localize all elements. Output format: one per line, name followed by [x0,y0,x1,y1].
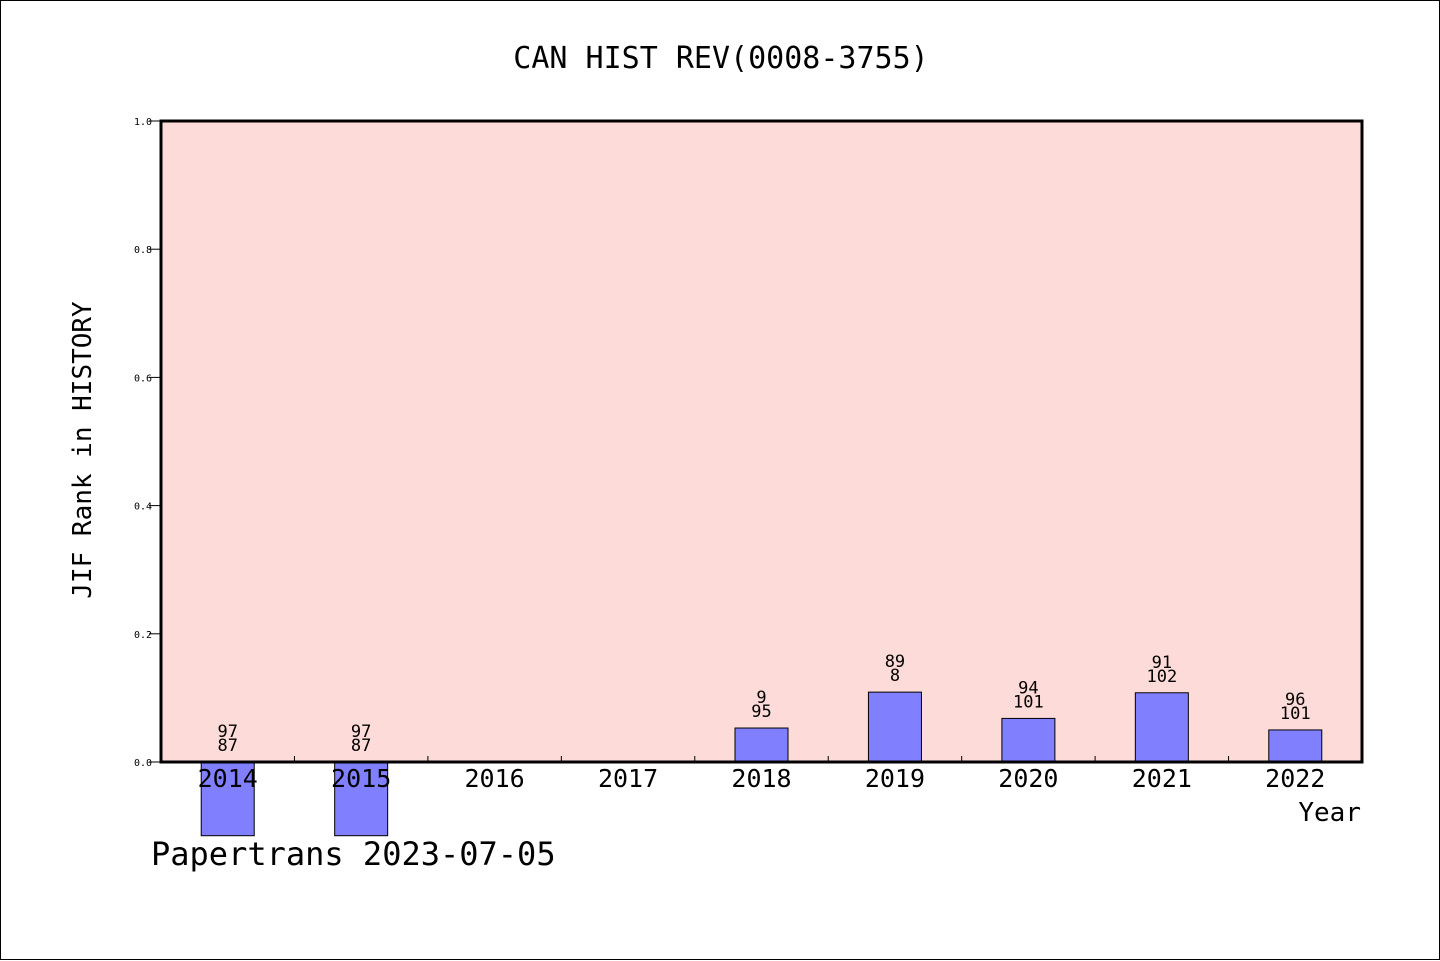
bar-label-rank: 97 [351,722,371,742]
bar-label-total: 95 [751,702,771,722]
bar-2019 [867,691,922,763]
y-tick-label: 0.0 [134,758,152,769]
bar-label-total: 101 [1013,692,1044,712]
x-tick-label: 2014 [198,764,258,793]
x-axis-label: Year [1298,798,1361,828]
x-tick-label: 2016 [465,764,525,793]
y-tick-label: 1.0 [134,117,152,128]
plot-border [159,119,1364,764]
y-tick-label: 0.6 [134,373,152,384]
x-tick-label: 2019 [865,764,925,793]
y-tick-label: 0.4 [134,502,152,513]
bar-2021 [1134,692,1189,763]
x-tick-label: 2021 [1132,764,1192,793]
bar-label-rank: 91 [1152,653,1172,673]
x-tick-label: 2017 [598,764,658,793]
x-axis: 2014 2015 2016 2017 2018 2019 2020 2021 2022 [198,756,1325,793]
bar-2018 [734,727,789,763]
bar-label-total: 8 [890,666,900,686]
y-axis-label: JIF Rank in HISTORY [68,301,98,599]
footer-watermark: Papertrans 2023-07-05 [151,835,556,873]
bar-label-rank: 89 [885,652,905,672]
bar-label-rank: 97 [217,722,237,742]
x-tick-label: 2018 [731,764,791,793]
bar-label-total: 87 [217,736,237,756]
x-tick-label: 2020 [998,764,1058,793]
bar-2015 [334,761,389,837]
bar-label-total: 101 [1280,704,1311,724]
y-tick-label: 0.8 [134,245,152,256]
bar-label-rank: 96 [1285,690,1305,710]
x-tick-label: 2022 [1265,764,1325,793]
x-tick-label: 2015 [331,764,391,793]
y-tick-label: 0.2 [134,630,152,641]
bar-2022 [1268,729,1323,763]
bar-label-rank: 9 [756,688,766,708]
bar-label-rank: 94 [1018,678,1038,698]
chart-title: CAN HIST REV(0008-3755) [513,41,928,76]
plot-area [161,121,1362,762]
bar-2014 [200,761,255,837]
bar-label-total: 102 [1146,667,1177,687]
bar-label-total: 87 [351,736,371,756]
y-axis: 0.0 0.2 0.4 0.6 0.8 1.0 [134,117,161,769]
bar-2020 [1001,717,1056,763]
